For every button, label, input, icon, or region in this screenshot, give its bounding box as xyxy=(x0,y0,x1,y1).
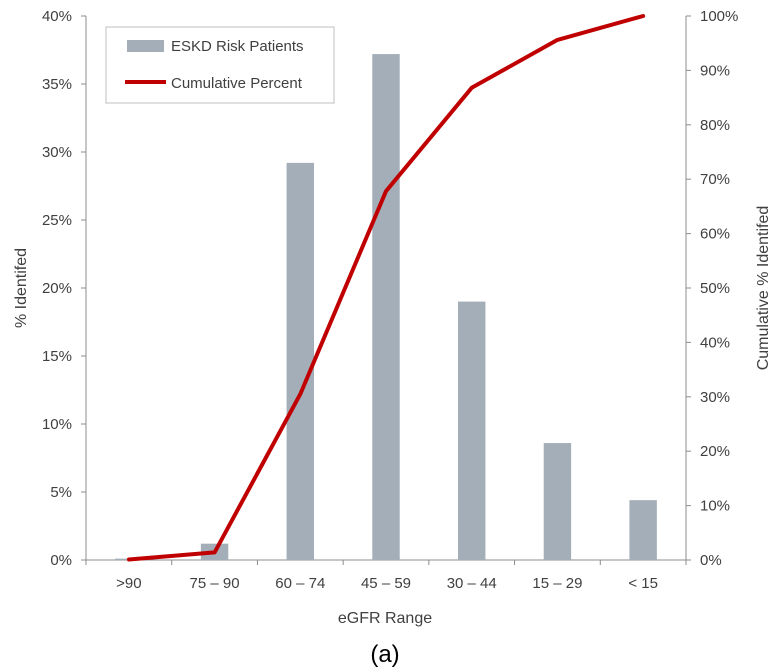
legend-box xyxy=(105,26,335,104)
x-tick-label: 45 – 59 xyxy=(361,575,411,592)
figure-caption: (a) xyxy=(370,641,399,668)
bar xyxy=(286,162,314,560)
y2-tick-label: 100% xyxy=(700,8,738,25)
legend-label-bar: ESKD Risk Patients xyxy=(171,38,304,55)
legend-swatch-bar xyxy=(127,40,164,52)
y-tick-label: 20% xyxy=(42,280,72,297)
tick-labels: 0% 5% 10% 15% 20% 25% 30% 35% 40% 0% 10% 20% 30% 40% 5… xyxy=(42,8,738,592)
y-tick-label: 30% xyxy=(42,144,72,161)
line-series xyxy=(126,14,646,562)
y2-tick-label: 20% xyxy=(700,443,730,460)
y-tick-label: 15% xyxy=(42,348,72,365)
x-tick-label: 15 – 29 xyxy=(532,575,582,592)
y2-tick-label: 90% xyxy=(700,62,730,79)
x-tick-label: < 15 xyxy=(628,575,658,592)
bar xyxy=(543,443,572,560)
y2-tick-label: 0% xyxy=(700,552,722,569)
y-tick-label: 0% xyxy=(50,552,72,569)
x-tick-label: >90 xyxy=(116,575,141,592)
legend: ESKD Risk Patients Cumulative Percent xyxy=(105,26,335,104)
bar xyxy=(629,500,657,560)
bar xyxy=(372,54,400,561)
y2-tick-label: 30% xyxy=(700,389,730,406)
y2-tick-label: 80% xyxy=(700,117,730,134)
y2-axis-title: Cumulative % Identifed xyxy=(755,206,772,371)
y2-tick-label: 10% xyxy=(700,498,730,515)
x-tick-label: 60 – 74 xyxy=(275,575,325,592)
y-tick-label: 35% xyxy=(42,76,72,93)
y-tick-label: 10% xyxy=(42,416,72,433)
legend-label-line: Cumulative Percent xyxy=(171,75,303,92)
y-tick-label: 40% xyxy=(42,8,72,25)
x-tick-label: 30 – 44 xyxy=(447,575,497,592)
y2-tick-label: 60% xyxy=(700,226,730,243)
x-axis-title: eGFR Range xyxy=(338,610,432,627)
x-tick-label: 75 – 90 xyxy=(190,575,240,592)
y2-tick-label: 50% xyxy=(700,280,730,297)
y2-tick-label: 40% xyxy=(700,334,730,351)
bar xyxy=(458,301,486,560)
y-tick-label: 5% xyxy=(50,484,72,501)
bar-series xyxy=(115,54,657,561)
y2-tick-label: 70% xyxy=(700,171,730,188)
y-tick-label: 25% xyxy=(42,212,72,229)
y-axis-title: % Identifed xyxy=(13,248,30,328)
